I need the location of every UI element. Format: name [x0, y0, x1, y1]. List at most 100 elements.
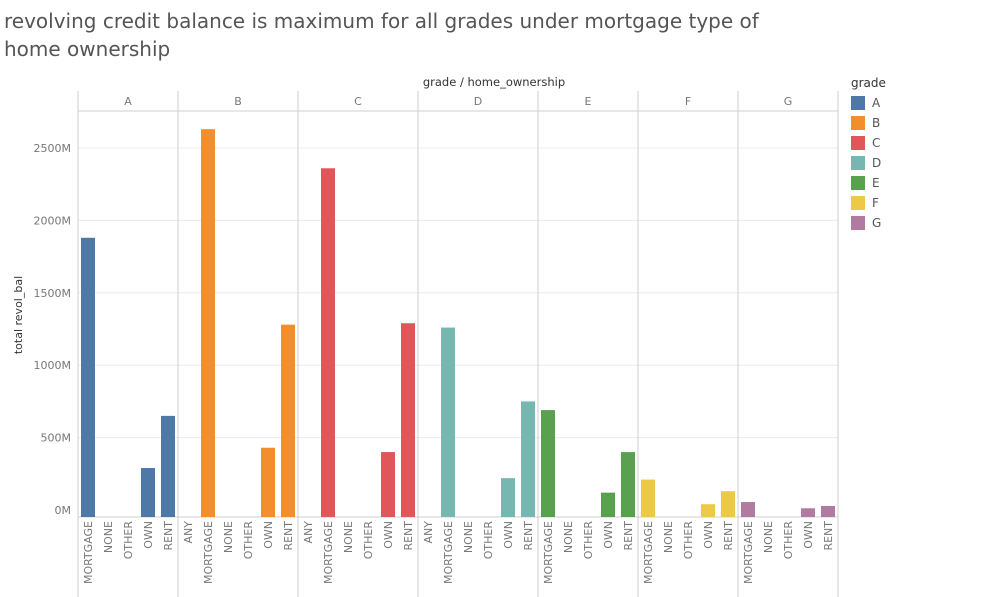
- x-tick-label: RENT: [722, 521, 735, 551]
- legend-label: D: [872, 156, 882, 170]
- x-tick-label: OWN: [702, 521, 715, 549]
- x-tick-label: OTHER: [782, 521, 795, 560]
- x-tick-label: MORTGAGE: [642, 521, 655, 584]
- x-tick-label: NONE: [562, 521, 575, 553]
- bar-F-rent: [721, 491, 735, 517]
- x-tick-label: OTHER: [122, 521, 135, 560]
- bar-C-own: [381, 452, 395, 517]
- panel-label-G: G: [784, 95, 793, 108]
- bar-D-own: [501, 478, 515, 517]
- legend-swatch: [851, 176, 865, 190]
- legend-label: E: [872, 176, 880, 190]
- x-tick-label: NONE: [662, 521, 675, 553]
- bar-B-own: [261, 447, 275, 517]
- x-tick-label: NONE: [222, 521, 235, 553]
- bar-A-mortgage: [81, 237, 95, 517]
- x-tick-label: OWN: [142, 521, 155, 549]
- bar-C-mortgage: [321, 168, 335, 517]
- x-tick-label: RENT: [522, 521, 535, 551]
- legend-swatch: [851, 196, 865, 210]
- panel-label-F: F: [685, 95, 691, 108]
- x-tick-label: OTHER: [682, 521, 695, 560]
- legend-swatch: [851, 96, 865, 110]
- x-tick-label: OTHER: [362, 521, 375, 560]
- bar-A-rent: [161, 415, 175, 517]
- x-tick-label: ANY: [302, 521, 315, 544]
- bar-F-own: [701, 504, 715, 517]
- x-tick-label: RENT: [282, 521, 295, 551]
- x-tick-label: RENT: [622, 521, 635, 551]
- x-tick-label: MORTGAGE: [742, 521, 755, 584]
- y-tick-label: 2500M: [34, 142, 72, 155]
- x-tick-label: NONE: [102, 521, 115, 553]
- y-tick-label: 1000M: [34, 359, 72, 372]
- x-tick-label: OWN: [262, 521, 275, 549]
- x-tick-label: OWN: [382, 521, 395, 549]
- bar-G-mortgage: [741, 502, 755, 517]
- x-tick-label: RENT: [402, 521, 415, 551]
- x-tick-label: RENT: [822, 521, 835, 551]
- x-tick-label: OTHER: [582, 521, 595, 560]
- bar-C-rent: [401, 323, 415, 517]
- legend-swatch: [851, 216, 865, 230]
- x-tick-label: MORTGAGE: [442, 521, 455, 584]
- legend-item-C: C: [851, 133, 886, 153]
- legend-label: F: [872, 196, 879, 210]
- panel-label-B: B: [234, 95, 242, 108]
- y-axis-label: total revol_bal: [12, 276, 25, 354]
- x-tick-label: OTHER: [242, 521, 255, 560]
- legend-label: G: [872, 216, 882, 230]
- y-tick-label: 2000M: [34, 214, 72, 227]
- x-tick-label: OWN: [502, 521, 515, 549]
- x-tick-label: MORTGAGE: [202, 521, 215, 584]
- x-tick-label: ANY: [182, 521, 195, 544]
- legend-item-G: G: [851, 213, 886, 233]
- x-tick-label: OWN: [802, 521, 815, 549]
- panel-label-E: E: [585, 95, 592, 108]
- panel-label-D: D: [474, 95, 482, 108]
- y-tick-label: 500M: [41, 432, 72, 445]
- legend-label: C: [872, 136, 881, 150]
- legend-label: A: [872, 96, 881, 110]
- x-tick-label: OWN: [602, 521, 615, 549]
- legend-item-D: D: [851, 153, 886, 173]
- y-tick-label: 0M: [55, 504, 72, 517]
- x-tick-label: OTHER: [482, 521, 495, 560]
- legend-swatch: [851, 156, 865, 170]
- bar-F-mortgage: [641, 479, 655, 517]
- x-tick-label: NONE: [342, 521, 355, 553]
- bar-B-rent: [281, 324, 295, 517]
- x-tick-label: MORTGAGE: [542, 521, 555, 584]
- legend-item-B: B: [851, 113, 886, 133]
- x-tick-label: MORTGAGE: [82, 521, 95, 584]
- x-tick-label: NONE: [462, 521, 475, 553]
- x-tick-label: MORTGAGE: [322, 521, 335, 584]
- bar-D-rent: [521, 401, 535, 517]
- bar-G-rent: [821, 505, 835, 517]
- bar-A-own: [141, 468, 155, 517]
- bar-E-own: [601, 492, 615, 517]
- bar-E-mortgage: [541, 410, 555, 517]
- legend-label: B: [872, 116, 881, 130]
- x-tick-label: ANY: [422, 521, 435, 544]
- y-tick-label: 1500M: [34, 287, 72, 300]
- bar-D-mortgage: [441, 327, 455, 517]
- header-label: grade / home_ownership: [423, 75, 565, 89]
- bar-G-own: [801, 508, 815, 517]
- legend-item-E: E: [851, 173, 886, 193]
- legend-item-F: F: [851, 193, 886, 213]
- legend-title: grade: [851, 76, 886, 90]
- legend-swatch: [851, 116, 865, 130]
- bar-B-mortgage: [201, 129, 215, 517]
- bar-E-rent: [621, 452, 635, 517]
- panel-label-C: C: [354, 95, 362, 108]
- x-tick-label: RENT: [162, 521, 175, 551]
- legend-swatch: [851, 136, 865, 150]
- panel-label-A: A: [124, 95, 132, 108]
- chart-title: revolving credit balance is maximum for …: [4, 9, 759, 61]
- legend-item-A: A: [851, 93, 886, 113]
- x-tick-label: NONE: [762, 521, 775, 553]
